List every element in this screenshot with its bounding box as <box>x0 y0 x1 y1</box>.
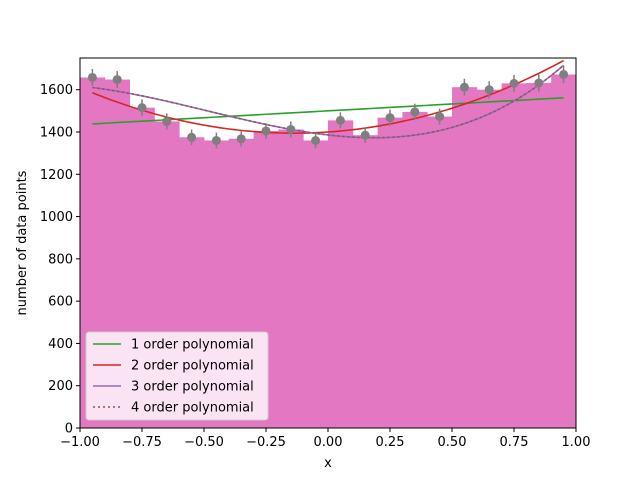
histogram-bar <box>526 82 552 428</box>
y-tick-label: 200 <box>48 379 73 394</box>
y-tick-label: 400 <box>48 337 73 352</box>
fit-line <box>92 59 564 134</box>
histogram-bar <box>303 140 329 428</box>
data-point <box>311 135 321 145</box>
x-axis-label: x <box>324 456 332 471</box>
data-point <box>410 107 420 117</box>
legend-label: 2 order polynomial <box>131 359 254 374</box>
x-tick-label: 0.00 <box>314 435 343 450</box>
histogram-bar <box>328 120 354 428</box>
legend: 1 order polynomial 2 order polynomial 3 or… <box>85 331 269 421</box>
data-point <box>187 132 197 142</box>
data-point <box>435 112 445 122</box>
x-tick-label: 0.50 <box>438 435 467 450</box>
y-tick-label: 1200 <box>40 168 73 183</box>
x-tick-label: 0.25 <box>376 435 405 450</box>
y-axis-ticks: 0 200 400 600 800 1000 1200 1400 1600 <box>40 83 80 437</box>
data-point <box>335 115 345 125</box>
fit-line <box>92 97 564 125</box>
x-tick-label: 0.75 <box>500 435 529 450</box>
data-point <box>137 103 147 113</box>
data-point <box>509 78 519 88</box>
y-axis-label: number of data points <box>15 170 30 315</box>
y-tick-label: 1400 <box>40 126 73 141</box>
x-tick-label: −0.75 <box>122 435 162 450</box>
fit-line <box>92 64 565 139</box>
y-tick-label: 800 <box>48 252 73 267</box>
y-tick-label: 0 <box>65 422 73 437</box>
x-axis-ticks: −1.00 −0.75 −0.50 −0.25 0.00 0.25 0.50 0.75 1.00 <box>60 428 590 450</box>
histogram-bar <box>501 83 527 428</box>
x-tick-label: −0.50 <box>184 435 224 450</box>
y-tick-label: 1600 <box>40 83 73 98</box>
y-tick-label: 600 <box>48 295 73 310</box>
histogram-bar <box>402 111 428 429</box>
fit-lines <box>92 59 565 139</box>
data-point <box>559 69 569 79</box>
x-tick-label: −0.25 <box>246 435 286 450</box>
histogram-bar <box>377 117 403 428</box>
histogram-bar <box>476 89 502 428</box>
data-point <box>385 113 395 123</box>
legend-label: 1 order polynomial <box>131 338 254 353</box>
data-point <box>162 116 172 126</box>
data-point <box>261 126 271 136</box>
data-point <box>87 72 97 82</box>
y-tick-label: 1000 <box>40 210 73 225</box>
histogram-bar <box>551 74 577 429</box>
histogram-bar <box>427 116 453 429</box>
data-point <box>236 134 246 144</box>
legend-label: 4 order polynomial <box>131 401 254 416</box>
histogram-bar <box>278 129 304 428</box>
legend-label: 3 order polynomial <box>131 380 254 395</box>
legend-box <box>85 331 269 421</box>
data-point <box>534 78 544 88</box>
data-point <box>112 75 122 85</box>
data-point <box>459 82 469 92</box>
data-point <box>211 135 221 145</box>
x-tick-label: −1.00 <box>60 435 100 450</box>
x-tick-label: 1.00 <box>562 435 591 450</box>
data-point <box>484 85 494 95</box>
data-point <box>360 130 370 140</box>
data-points <box>87 65 569 149</box>
histogram-bar <box>452 87 478 429</box>
data-point <box>286 124 296 134</box>
histogram-bar <box>352 135 378 428</box>
